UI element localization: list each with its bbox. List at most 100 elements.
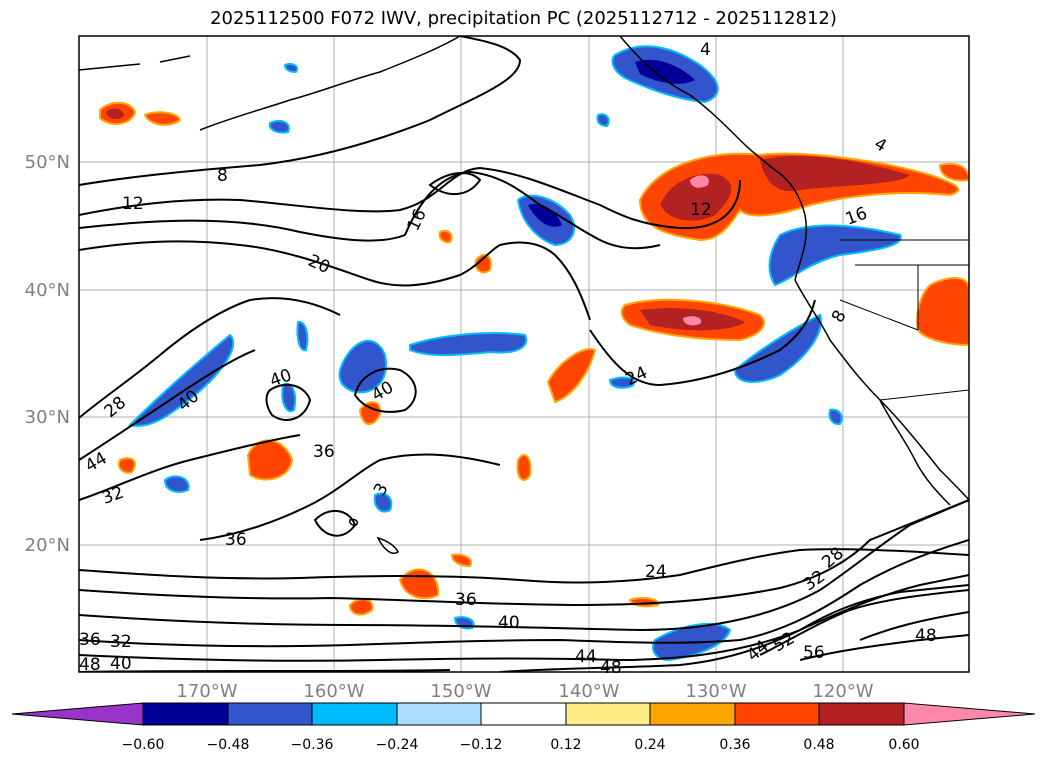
colorbar-tick-label: −0.12 [460,737,503,753]
colorbar-segment-6 [565,702,651,726]
longitude-labels: 170°W 160°W 150°W 140°W 130°W 120°W [176,681,873,702]
contour-line-16 [79,170,661,250]
contour-label-36c: 36 [455,590,477,610]
precip-area-gulf-alaska-peak [690,175,709,188]
contour-line-52 [759,589,969,656]
contour-line-36b [199,453,501,541]
coastline-bc [774,169,808,281]
contour-label-8: 8 [217,166,228,186]
precip-area-gulf-low-core [528,203,562,227]
colorbar-segment-3 [311,702,398,726]
contour-line-40b [353,367,417,413]
precip-area-small-2 [474,254,492,274]
coastline-alaska [199,36,461,131]
lat-label-20n: 20°N [25,535,70,556]
precip-area-small-3 [516,454,532,481]
contour-label-12: 12 [122,194,144,214]
precip-area-small-b9 [608,376,636,389]
coastlines [79,36,969,554]
precip-area-gulf-alaska-core [660,173,732,221]
iwv-contours [79,36,969,672]
map-title: 2025112500 F072 IWV, precipitation PC (2… [210,8,837,29]
contour-label-36: 36 [313,442,335,462]
precip-area-mid-band [546,348,597,404]
contour-line-48b [859,611,969,641]
contour-label-48c: 48 [79,655,101,675]
lon-label-150w: 150°W [430,681,491,702]
precip-area-west-band [128,333,235,427]
contour-line-32 [79,434,301,501]
border-us-mexico [879,389,969,401]
colorbar [11,702,1036,726]
lat-label-40n: 40°N [25,280,70,301]
contour-line-8 [79,36,522,186]
contour-line-28b [79,499,969,607]
precip-area-small-5 [348,598,374,616]
colorbar-segment-4 [396,702,482,726]
colorbar-ticks: −0.60 −0.48 −0.36 −0.24 −0.12 0.12 0.24 … [122,737,920,753]
colorbar-tick-label: 0.12 [550,737,581,753]
precip-area-small-9 [438,229,453,244]
contour-line-loop-b [428,172,482,195]
precip-area-small-b4 [373,492,393,513]
colorbar-segment-8 [734,702,820,726]
precip-area-northeast-corner [938,162,969,182]
contour-line-36 [79,539,969,648]
colorbar-tick-label: −0.48 [207,737,250,753]
precip-area-aleutian-2 [143,111,182,126]
precip-area-alaska-panhandle-core [635,59,695,84]
contour-label-56: 56 [803,643,825,663]
precip-area-central-pacific-peak [683,316,702,326]
lat-label-30n: 30°N [25,407,70,428]
latitude-labels: 50°N 40°N 30°N 20°N [25,152,70,556]
coastline-hawaii-2 [349,518,359,526]
contour-label-12b: 12 [690,200,712,220]
precip-area-central-swirl [338,339,387,394]
precip-area-small-1 [358,401,382,425]
coastline-hawaii [376,536,399,554]
precip-area-small-6 [450,553,473,568]
colorbar-tick-label: 0.24 [634,737,665,753]
plot-frame [78,35,970,673]
precip-area-small-b5 [283,62,298,74]
colorbar-tick-label: 0.48 [803,737,834,753]
colorbar-segment-2 [227,702,313,726]
precip-area-mid-pacific-band [409,332,528,357]
contour-label-40e: 40 [110,654,132,674]
lat-label-50n: 50°N [25,152,70,173]
coastline-panhandle [619,36,776,171]
contour-line-56 [799,634,969,661]
precip-area-small-b3 [163,475,190,493]
contour-line-32b [79,499,969,632]
colorbar-extend-low [11,702,144,726]
contour-line-28 [79,297,341,419]
contour-label-44b: 44 [575,647,597,667]
colorbar-extend-high [903,702,1036,726]
contour-label-40d: 40 [498,613,520,633]
contour-line-24b [79,548,969,584]
precip-area-small-b2 [281,382,296,413]
contour-line-40c [265,383,312,421]
colorbar-tick-label: 0.36 [719,737,750,753]
colorbar-tick-label: −0.36 [291,737,334,753]
colorbar-segment-9 [818,702,905,726]
contour-line-44 [79,349,256,461]
lon-label-120w: 120°W [812,681,873,702]
precip-area-small-b6 [296,320,309,352]
precip-area-small-b8 [828,408,843,426]
lon-label-170w: 170°W [176,681,237,702]
lon-label-130w: 130°W [685,681,746,702]
precip-area-small-b1 [268,119,290,134]
colorbar-segment-5 [480,702,567,726]
coastline-baja [879,399,951,506]
colorbar-segment-7 [649,702,736,726]
colorbar-tick-label: −0.60 [122,737,165,753]
contour-label-4: 4 [700,40,711,60]
lon-label-140w: 140°W [558,681,619,702]
contour-label-36b: 36 [225,530,247,550]
precip-area-small-b10 [596,113,610,128]
lon-label-160w: 160°W [303,681,364,702]
colorbar-tick-label: −0.24 [376,737,419,753]
border-states [839,264,969,331]
